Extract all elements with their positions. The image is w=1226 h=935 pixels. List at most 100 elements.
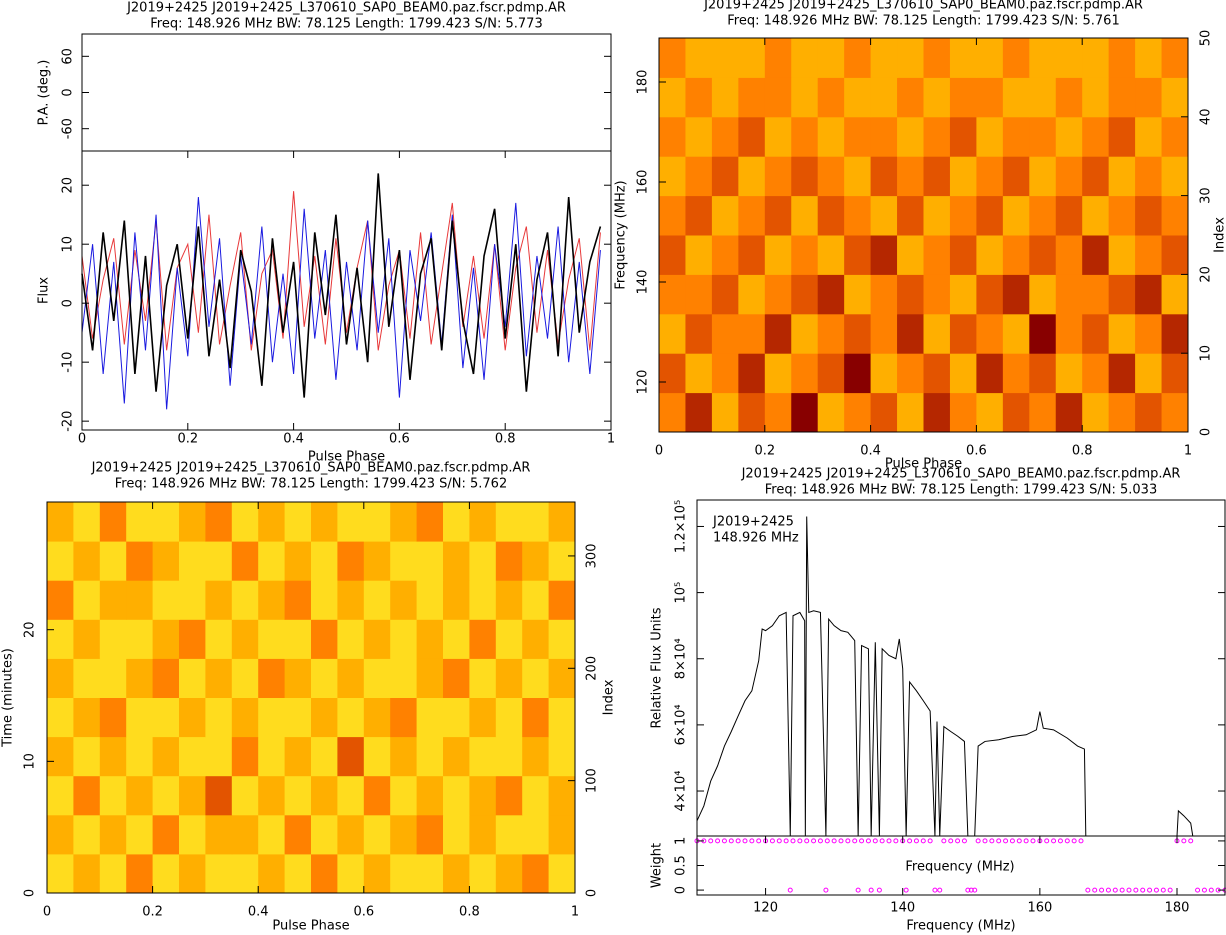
heatmap-cell	[179, 541, 206, 581]
x-tick-label: 0.6	[966, 444, 987, 459]
heatmap-cell	[363, 580, 391, 620]
y-tick-label: 180	[636, 70, 651, 95]
heatmap-cell	[1055, 235, 1083, 275]
heatmap-cell	[791, 195, 819, 236]
weight-point	[1188, 838, 1194, 844]
heatmap-cell	[495, 541, 523, 581]
heatmap-cell	[1135, 274, 1163, 315]
heatmap-cell	[548, 619, 576, 659]
heatmap-cell	[416, 853, 444, 894]
heatmap-cell	[1082, 38, 1110, 78]
weight-point	[1105, 887, 1111, 893]
heatmap-cell	[152, 736, 180, 777]
heatmap-cell	[976, 195, 1004, 236]
heatmap-cell	[73, 541, 101, 581]
weight-point	[968, 887, 974, 893]
heatmap-cell	[495, 502, 523, 542]
y-axis-label: P.A. (deg.)	[37, 60, 52, 126]
heatmap-cell	[659, 195, 686, 236]
heatmap-cell	[390, 814, 418, 855]
heatmap-cell	[659, 392, 686, 433]
heatmap-cell	[152, 580, 180, 620]
heatmap-cell	[47, 502, 74, 542]
heatmap-cell	[1082, 77, 1110, 118]
heatmap-cell	[685, 392, 713, 433]
heatmap-cell	[390, 775, 418, 816]
heatmap-cell	[126, 736, 154, 777]
heatmap-cell	[1055, 195, 1083, 236]
heatmap-cell	[844, 274, 872, 315]
heatmap-cell	[1055, 116, 1083, 157]
weight-point	[845, 838, 851, 844]
heatmap-cell	[231, 580, 259, 620]
heatmap-cell	[1002, 195, 1030, 236]
heatmap-cell	[47, 697, 74, 738]
weight-point	[715, 838, 721, 844]
weight-point	[1099, 887, 1105, 893]
heatmap-cell	[1082, 313, 1110, 354]
heatmap-cell	[179, 619, 206, 659]
heatmap-cell	[495, 580, 523, 620]
heatmap-cell	[764, 392, 792, 433]
weight-point	[1208, 887, 1214, 893]
heatmap-cell	[469, 580, 497, 620]
heatmap-cell	[1161, 156, 1189, 197]
heatmap-cell	[685, 313, 713, 354]
heatmap-cell	[179, 658, 206, 698]
heatmap-cell	[99, 853, 127, 894]
weight-point	[1057, 838, 1063, 844]
heatmap-cell	[99, 619, 127, 659]
heatmap-cell	[659, 156, 686, 197]
heatmap-cell	[870, 195, 898, 236]
annotation: 148.926 MHz	[713, 531, 799, 546]
heatmap-cell	[284, 658, 312, 698]
weight-point	[1051, 838, 1057, 844]
heatmap-cell	[897, 116, 924, 157]
weight-point	[893, 838, 899, 844]
weight-point	[756, 838, 762, 844]
weight-point	[868, 887, 874, 893]
heatmap-cell	[738, 38, 766, 78]
heatmap-cell	[764, 313, 792, 354]
weight-point	[855, 887, 861, 893]
heatmap-cell	[311, 619, 338, 659]
heatmap-cell	[1029, 274, 1057, 315]
heatmap-cell	[522, 775, 550, 816]
heatmap-cell	[764, 38, 792, 78]
heatmap-cell	[495, 775, 523, 816]
heatmap-cell	[548, 541, 576, 581]
heatmap-cell	[711, 38, 739, 78]
heatmap-cell	[659, 313, 686, 354]
heatmap-cell	[791, 313, 819, 354]
heatmap-cell	[73, 853, 101, 894]
y-tick-label: 0	[23, 889, 38, 897]
heatmap-cell	[1135, 235, 1163, 275]
heatmap-cell	[258, 853, 286, 894]
heatmap-cell	[870, 235, 898, 275]
weight-point	[787, 887, 793, 893]
heatmap-cell	[363, 814, 391, 855]
heatmap-cell	[1161, 353, 1189, 394]
heatmap-cell	[923, 156, 951, 197]
y2-tick-label: 100	[585, 768, 600, 793]
heatmap-cell	[522, 541, 550, 581]
heatmap-cell	[495, 658, 523, 698]
weight-point	[824, 838, 830, 844]
weight-point	[865, 838, 871, 844]
y-tick-label: 1	[674, 837, 689, 845]
heatmap-cell	[711, 235, 739, 275]
heatmap-cell	[976, 274, 1004, 315]
heatmap-cell	[126, 853, 154, 894]
x-tick-label: 0.8	[495, 432, 516, 447]
heatmap-cell	[258, 619, 286, 659]
heatmap-cell	[363, 775, 391, 816]
weight-point	[1023, 838, 1029, 844]
y-tick-label: 10	[61, 236, 76, 253]
heatmap-cell	[47, 580, 74, 620]
heatmap-cell	[791, 274, 819, 315]
heatmap-cell	[870, 274, 898, 315]
heatmap-cell	[258, 658, 286, 698]
heatmap-cell	[311, 658, 338, 698]
heatmap-cell	[416, 814, 444, 855]
